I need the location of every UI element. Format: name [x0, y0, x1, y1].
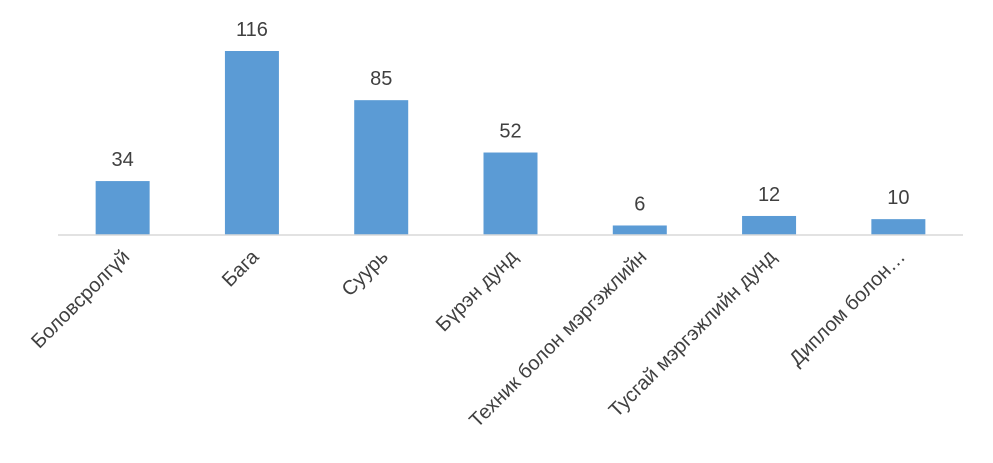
bar-2 [354, 100, 409, 235]
bar-6 [871, 219, 926, 235]
category-label-0: Боловсролгүй [27, 246, 134, 353]
data-labels-group: 34 116 85 52 6 12 10 [112, 19, 910, 215]
category-label-3: Бүрэн дунд [432, 246, 522, 336]
data-label-1: 116 [236, 19, 268, 41]
bar-4 [612, 225, 667, 235]
data-label-0: 34 [112, 149, 134, 171]
category-label-1: Бага [218, 245, 264, 291]
category-label-2: Суурь [338, 246, 393, 301]
bar-3 [483, 152, 538, 235]
data-label-6: 10 [887, 187, 909, 209]
bar-1 [224, 51, 279, 235]
data-label-3: 52 [499, 121, 521, 143]
data-label-4: 6 [634, 193, 645, 215]
bar-0 [95, 181, 150, 235]
data-label-2: 85 [370, 68, 392, 90]
category-label-6: Диплом болон… [785, 246, 910, 371]
bars-group [95, 51, 926, 235]
bar-5 [742, 215, 797, 235]
data-label-5: 12 [758, 184, 780, 206]
